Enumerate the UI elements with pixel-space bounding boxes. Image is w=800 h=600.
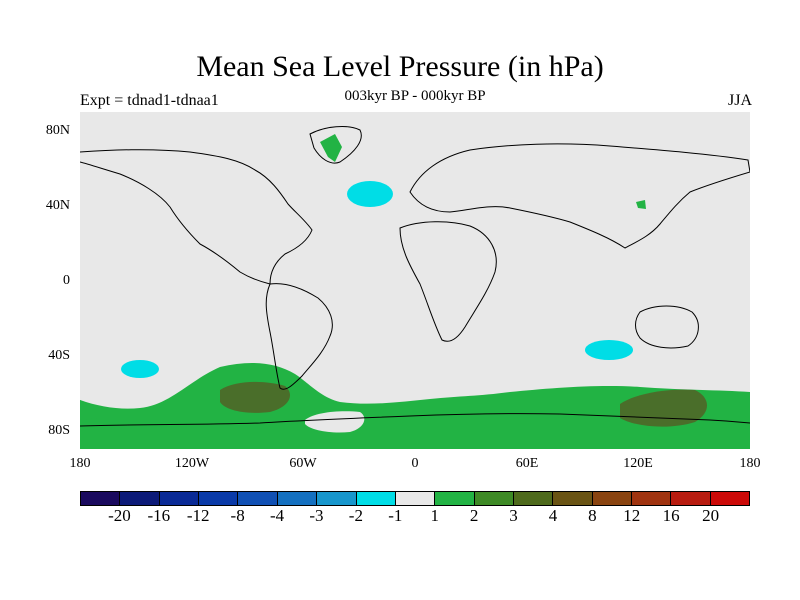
map-svg: [79, 112, 751, 449]
lon-label-60w: 60W: [289, 456, 317, 471]
lat-label-0: 0: [63, 273, 70, 288]
colorbar-cell: [474, 492, 514, 505]
colorbar-label: -8: [230, 506, 245, 525]
colorbar-cell: [632, 492, 672, 505]
colorbar-cell: [435, 492, 475, 505]
chart-subtitle: 003kyr BP - 000kyr BP: [344, 88, 486, 104]
map-panel: [79, 112, 751, 449]
colorbar-cell: [592, 492, 633, 505]
colorbar-cell: [277, 492, 318, 505]
negative-patch-south-indian: [585, 340, 633, 360]
colorbar-label: -2: [348, 506, 363, 525]
lat-label-80s: 80S: [48, 423, 70, 438]
lat-label-40s: 40S: [48, 348, 70, 363]
colorbar-label: 4: [548, 506, 558, 525]
colorbar-cell: [710, 492, 750, 505]
colorbar-label: -1: [388, 506, 403, 525]
colorbar-cell: [238, 492, 278, 505]
lon-label-120e: 120E: [623, 456, 653, 471]
lon-label-120w: 120W: [174, 456, 210, 471]
season-label: JJA: [727, 92, 752, 109]
colorbar-label: 20: [702, 506, 720, 525]
colorbar-cell: [120, 492, 160, 505]
colorbar-label: 1: [430, 506, 439, 525]
positive-patch-greenland: [320, 134, 342, 162]
lat-label-40n: 40N: [45, 198, 70, 213]
lon-label-60e: 60E: [515, 456, 539, 471]
colorbar: [80, 491, 750, 506]
colorbar-label: -16: [147, 506, 171, 525]
colorbar-cell: [199, 492, 239, 505]
colorbar-label: -4: [269, 506, 285, 525]
colorbar-label: -20: [108, 506, 131, 525]
colorbar-cell: [159, 492, 200, 505]
lon-label-0: 0: [411, 456, 419, 471]
colorbar-label: -12: [186, 506, 210, 525]
positive-patch-west-edge: [80, 400, 105, 420]
colorbar-cell: [513, 492, 554, 505]
colorbar-label: 16: [662, 506, 680, 525]
colorbar-label: -3: [309, 506, 324, 525]
colorbar-cell: [553, 492, 593, 505]
positive-patch-south-pacific: [220, 381, 290, 413]
negative-patch-south-pacific: [121, 360, 159, 378]
lon-label-180-east: 180: [739, 456, 761, 471]
colorbar-label: 2: [469, 506, 479, 525]
colorbar-cell: [356, 492, 396, 505]
colorbar-cell: [395, 492, 436, 505]
antarctic-gap: [305, 411, 365, 433]
experiment-label: Expt = tdnad1-tdnaa1: [80, 92, 219, 109]
negative-patch-north-atlantic: [347, 181, 393, 207]
coastlines: [79, 126, 751, 427]
colorbar-label: 3: [509, 506, 518, 525]
colorbar-cell: [81, 492, 121, 505]
colorbar-label: 12: [623, 506, 641, 525]
colorbar-cell: [317, 492, 357, 505]
chart-title: Mean Sea Level Pressure (in hPa): [196, 50, 604, 83]
lat-label-80n: 80N: [45, 123, 70, 138]
lon-label-180-west: 180: [69, 456, 91, 471]
positive-patch-east-asia: [636, 200, 646, 209]
colorbar-cell: [671, 492, 711, 505]
colorbar-label: 8: [588, 506, 597, 525]
